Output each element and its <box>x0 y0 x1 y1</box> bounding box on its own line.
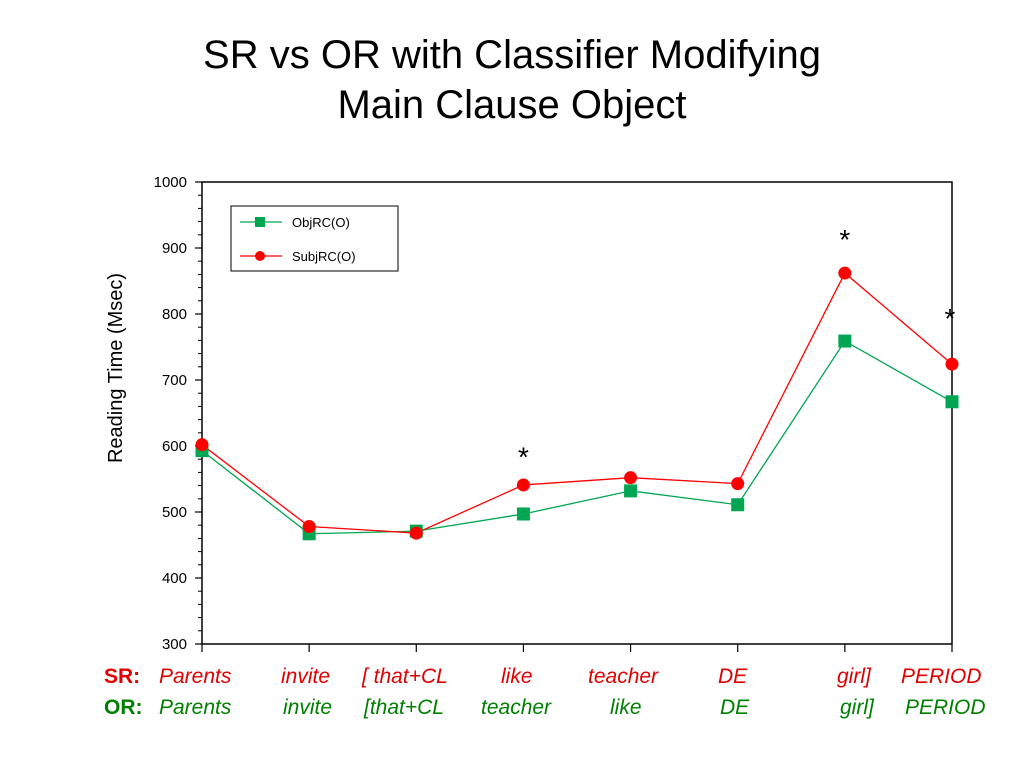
legend-label: ObjRC(O) <box>292 215 350 230</box>
data-point-circle <box>731 477 745 491</box>
data-point-square <box>731 498 745 512</box>
sr-word: girl] <box>837 665 871 688</box>
title-line-1: SR vs OR with Classifier Modifying <box>203 33 821 77</box>
or-word: teacher <box>481 696 552 719</box>
y-axis-label: Reading Time (Msec) <box>105 273 127 463</box>
legend-marker-square <box>255 217 265 227</box>
legend: ObjRC(O) SubjRC(O) <box>230 205 399 272</box>
y-tick-label: 1000 <box>154 174 187 191</box>
annotations: * * * <box>518 224 956 473</box>
or-word: invite <box>283 696 333 719</box>
significance-star: * <box>945 303 956 334</box>
or-word: like <box>610 696 642 719</box>
data-point-square <box>945 395 959 409</box>
y-tick-label: 400 <box>162 570 187 587</box>
series-line-1 <box>201 272 953 534</box>
sr-word: [ that+CL <box>362 665 448 688</box>
sr-word: DE <box>718 665 748 688</box>
or-word: Parents <box>159 696 232 719</box>
or-sentence-row: OR: Parents invite [that+CL teacher like… <box>0 696 1024 722</box>
y-tick-label: 800 <box>162 306 187 323</box>
sr-word: teacher <box>588 665 659 688</box>
sr-sentence-row: SR: Parents invite [ that+CL like teache… <box>0 665 1024 691</box>
or-word: [that+CL <box>364 696 444 719</box>
sr-word: Parents <box>159 665 232 688</box>
or-word: girl] <box>840 696 874 719</box>
data-point-circle <box>624 471 638 485</box>
y-tick-label: 500 <box>162 504 187 521</box>
data-point-circle <box>302 520 316 534</box>
y-tick-label: 900 <box>162 240 187 257</box>
y-tick-label: 700 <box>162 372 187 389</box>
or-word: PERIOD <box>905 696 986 719</box>
y-tick-label: 300 <box>162 636 187 653</box>
plot-frame <box>201 181 953 645</box>
axes: 300 400 500 600 700 800 900 1000 Reading Time (M… <box>105 174 953 653</box>
significance-star: * <box>518 442 529 473</box>
series-line-0 <box>201 340 953 535</box>
data-point-circle <box>838 266 852 280</box>
chart-title: SR vs OR with Classifier Modifying Main … <box>0 30 1024 130</box>
or-prefix: OR: <box>104 696 143 719</box>
significance-star: * <box>839 224 850 255</box>
sr-word: like <box>501 665 533 688</box>
sr-prefix: SR: <box>104 665 141 688</box>
sr-word: invite <box>281 665 331 688</box>
series-lines <box>201 272 953 535</box>
legend-marker-circle <box>255 251 265 261</box>
or-word: DE <box>720 696 750 719</box>
title-line-2: Main Clause Object <box>337 83 687 127</box>
data-point-circle <box>195 438 209 452</box>
legend-label: SubjRC(O) <box>292 249 356 264</box>
sr-word: PERIOD <box>901 665 982 688</box>
data-point-circle <box>516 478 530 492</box>
series-markers <box>195 266 959 541</box>
data-point-circle <box>409 526 423 540</box>
data-point-square <box>624 484 638 498</box>
y-tick-label: 600 <box>162 438 187 455</box>
data-point-square <box>838 334 852 348</box>
data-point-circle <box>945 357 959 371</box>
data-point-square <box>516 507 530 521</box>
line-chart: 300 400 500 600 700 800 900 1000 Reading Time (M… <box>105 174 959 653</box>
